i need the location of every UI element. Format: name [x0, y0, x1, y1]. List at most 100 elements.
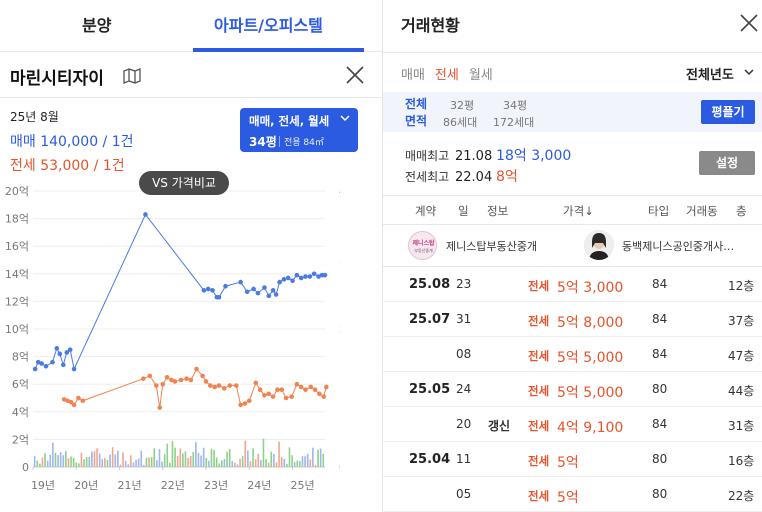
table-row[interactable]: 08 전세 5억 5,000 84 47층	[383, 337, 762, 372]
row-price: 5억 5,000	[557, 385, 624, 401]
header-info[interactable]: 정보	[487, 204, 509, 218]
data-point	[80, 398, 86, 404]
size-all-label[interactable]: 전체	[405, 97, 428, 111]
data-point	[289, 394, 294, 399]
max-jeonse-label: 전세최고	[405, 170, 450, 184]
tab-jeonse[interactable]: 전세	[434, 68, 459, 83]
volume-bar	[244, 440, 247, 467]
data-point	[294, 381, 300, 387]
volume-bar	[52, 442, 54, 467]
volume-bar	[314, 464, 317, 467]
volume-bar	[169, 462, 171, 467]
agent-logo[interactable]: 제니스탑 부동산중개	[408, 231, 437, 260]
data-point	[223, 283, 228, 289]
y-left-tick: 18억	[5, 213, 29, 226]
data-point	[216, 294, 222, 300]
table-header: 계약 일 정보 가격↓ 타입 거래동 층	[383, 196, 762, 224]
settings-button[interactable]: 설정	[699, 151, 755, 175]
x-tick: 25년	[290, 479, 314, 492]
data-point	[54, 346, 60, 351]
volume-bar	[91, 451, 93, 467]
volume-bar	[260, 460, 262, 467]
table-row[interactable]: 25.04 11 전세 5억 80 16층	[383, 442, 762, 477]
tab-presale[interactable]: 분양	[82, 16, 112, 35]
data-point	[242, 401, 248, 406]
table-row[interactable]: 25.08 23 전세 5억 3,000 84 12층	[383, 267, 762, 302]
tab-apartment-officetel[interactable]: 아파트/오피스텔	[214, 16, 323, 35]
header-type[interactable]: 타입	[648, 204, 670, 218]
data-point	[157, 405, 163, 410]
table-row[interactable]: 20 갱신 전세 4억 9,100 84 31층	[383, 407, 762, 442]
y-left-tick: 0	[22, 461, 29, 474]
tab-monthly-rent[interactable]: 월세	[468, 68, 493, 83]
volume-bar	[67, 458, 70, 467]
header-building[interactable]: 거래동	[686, 204, 718, 218]
volume-bar	[153, 448, 156, 467]
type-filter-button[interactable]: 매매, 전세, 월세 34평 전용 84㎡	[240, 108, 358, 152]
volume-bar	[72, 457, 75, 467]
volume-bar	[273, 454, 275, 467]
table-row[interactable]: 25.05 24 전세 5억 5,000 80 44층	[383, 372, 762, 407]
data-point	[303, 387, 308, 393]
y-left-tick: 20억	[5, 185, 29, 198]
data-point	[285, 275, 291, 281]
data-point	[164, 375, 170, 380]
max-jeonse-line: 전세최고 22.04 8억	[405, 166, 518, 186]
volume-bar	[299, 461, 301, 467]
close-icon[interactable]	[344, 64, 366, 86]
data-point	[298, 384, 304, 390]
type-filter-area: 전용 84㎡	[284, 138, 324, 148]
size-area-label: 면적	[405, 114, 428, 128]
row-day: 20	[456, 417, 472, 431]
data-point	[253, 380, 259, 386]
row-day: 31	[456, 312, 472, 326]
data-point	[323, 384, 329, 390]
data-point	[172, 379, 178, 384]
row-price: 5억 8,000	[557, 315, 624, 331]
agents-row: 제니스탑 부동산중개 제니스탑부동산중개 동백제니스공인중개사…	[383, 225, 762, 267]
volume-bar	[301, 456, 304, 467]
volume-bar	[119, 464, 122, 467]
pyeong-button[interactable]: 평플기	[701, 100, 755, 124]
row-day: 23	[456, 277, 472, 291]
data-point	[201, 288, 207, 293]
y-left-tick: 10억	[5, 323, 29, 336]
row-floor: 22층	[728, 489, 755, 503]
table-row[interactable]: 25.07 31 전세 5억 8,000 84 37층	[383, 302, 762, 337]
tab-sale[interactable]: 매매	[401, 68, 425, 83]
volume-bar	[270, 451, 273, 467]
data-point	[205, 286, 211, 292]
agent-photo[interactable]	[584, 230, 614, 260]
volume-bar	[231, 460, 234, 467]
y-left-tick: 8억	[12, 351, 29, 364]
data-point	[35, 359, 41, 365]
volume-bar	[171, 441, 174, 467]
agent-name[interactable]: 동백제니스공인중개사…	[622, 240, 735, 253]
data-point	[68, 399, 74, 405]
size-32-pyeong[interactable]: 32평	[450, 99, 475, 112]
data-point	[307, 274, 313, 279]
data-point	[273, 292, 279, 297]
agent-name[interactable]: 제니스탑부동산중개	[446, 240, 538, 253]
chevron-down-icon[interactable]	[744, 68, 754, 76]
header-price[interactable]: 가격↓	[563, 204, 594, 218]
close-icon[interactable]	[738, 12, 760, 34]
data-point	[303, 274, 308, 279]
header-floor[interactable]: 층	[736, 204, 747, 218]
volume-bar	[127, 464, 130, 467]
volume-bar	[182, 453, 184, 467]
volume-bar	[187, 457, 189, 467]
row-month: 25.04	[409, 452, 451, 467]
volume-bar	[195, 442, 197, 467]
price-compare-button[interactable]: VS 가격비교	[139, 171, 229, 195]
year-select[interactable]: 전체년도	[686, 68, 734, 83]
header-day[interactable]: 일	[458, 204, 469, 218]
size-34-pyeong[interactable]: 34평	[503, 99, 528, 112]
table-row[interactable]: 05 전세 5억 80 22층	[383, 477, 762, 512]
max-sale-label: 매매최고	[405, 149, 450, 163]
header-contract[interactable]: 계약	[415, 204, 437, 218]
data-point	[251, 286, 256, 292]
divider	[383, 195, 762, 196]
map-icon[interactable]	[123, 68, 141, 84]
row-floor: 47층	[728, 349, 755, 363]
